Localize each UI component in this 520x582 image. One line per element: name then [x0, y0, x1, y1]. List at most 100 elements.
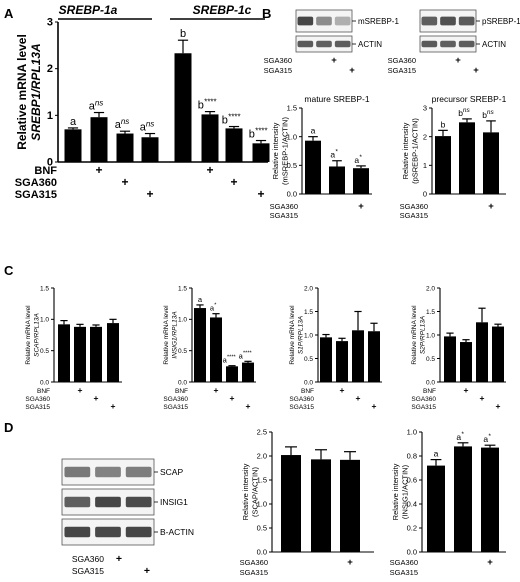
y-tick-label: 1: [423, 161, 427, 170]
significance-sup: ns: [95, 99, 103, 108]
y-tick-label: 0.5: [304, 356, 313, 363]
treatment-row-label: SGA315: [388, 66, 416, 75]
y-axis-label-line: Relative mRNA level: [289, 305, 296, 365]
y-tick-label: 2.5: [257, 428, 267, 437]
bar: [483, 132, 499, 194]
treatment-plus: +: [372, 401, 377, 411]
blot-band: [458, 16, 475, 26]
y-tick-label: 2: [47, 63, 53, 75]
treatment-row-label: SGA360: [163, 396, 188, 403]
blot-actin-right: ACTIN: [419, 35, 506, 53]
treatment-plus: +: [144, 565, 150, 577]
significance-label: a****: [239, 350, 253, 360]
y-tick-label: 0.5: [178, 348, 187, 355]
group-label: SREBP-1c: [193, 3, 252, 17]
treatment-plus: +: [473, 65, 479, 76]
y-tick-label: 2: [423, 132, 427, 141]
treatment-row-label: SGA315: [390, 568, 418, 577]
blot-treatments-d: SGA360 + SGA315 +: [72, 553, 150, 577]
y-axis-label-line: (INSIG1/ACTIN): [401, 464, 410, 519]
significance-letter: a: [330, 150, 335, 160]
y-axis-label: Relative mRNA levelSREBP1/RPL13A: [15, 34, 43, 150]
y-axis-label-line: Relative mRNA level: [25, 305, 32, 365]
treatment-plus: +: [488, 201, 494, 212]
y-axis-label-line: (SCAP/ACTIN): [251, 467, 260, 518]
y-axis-label-line: Relative intensity: [241, 463, 250, 520]
significance-sup: *: [488, 433, 491, 440]
bar: [352, 330, 364, 382]
blot-treatments-b-left: SGA360 + SGA315 +: [264, 55, 356, 76]
panel-label-b: B: [262, 6, 271, 21]
y-axis-label-line: INSIG1/RPL13A: [172, 311, 179, 358]
y-tick-label: 0.0: [287, 190, 297, 199]
treatment-row-label: SGA315: [163, 404, 188, 411]
treatment-row-label: SGA315: [15, 189, 57, 201]
significance-letter: a: [434, 449, 439, 459]
bar: [252, 143, 270, 162]
significance-letter: b: [441, 119, 446, 129]
significance-label: a*: [483, 433, 491, 444]
treatment-plus: +: [246, 401, 251, 411]
treatment-row-label: SGA315: [289, 404, 314, 411]
treatment-row-label: SGA360: [72, 554, 104, 564]
blot-band: [297, 40, 314, 48]
bar: [353, 168, 369, 194]
y-axis-label-line: (pSREBP-1/ACTIN): [411, 118, 420, 184]
bar: [242, 362, 254, 382]
panel-label-d: D: [4, 420, 13, 435]
blot-scap: SCAP: [61, 458, 183, 486]
blot-band: [316, 40, 332, 48]
treatment-row-label: SGA315: [25, 404, 50, 411]
bar: [281, 455, 301, 552]
blot-band: [95, 496, 121, 508]
band-label: pSREBP-1: [482, 17, 520, 26]
treatment-row-label: BNF: [175, 388, 188, 395]
significance-letter: a: [354, 155, 359, 165]
y-tick-label: 0.0: [178, 379, 187, 386]
treatment-plus: +: [94, 393, 99, 403]
bar: [329, 166, 345, 194]
treatment-row-label: BNF: [37, 388, 50, 395]
significance-label: a*: [210, 303, 217, 313]
y-axis-label: Relative mRNA level S1P/RPL13A: [289, 305, 305, 365]
y-tick-label: 1.5: [426, 309, 435, 316]
treatment-row-label: SGA360: [411, 396, 436, 403]
bar: [107, 323, 119, 382]
treatment-plus: +: [230, 175, 237, 189]
treatment-plus: +: [358, 201, 364, 212]
significance-label: ans: [89, 99, 104, 113]
blot-band: [297, 16, 314, 26]
significance-label: b****: [249, 127, 268, 141]
treatment-row-label: SGA360: [400, 202, 428, 211]
significance-sup: ns: [487, 109, 495, 116]
chart-title: precursor SREBP-1: [432, 94, 507, 104]
treatment-plus: +: [146, 187, 153, 201]
blot-psrebp1: pSREBP-1: [419, 9, 520, 33]
treatment-plus: +: [496, 401, 501, 411]
y-axis-label-line: SCAP/RPL13A: [34, 313, 41, 357]
y-tick-label: 0.5: [40, 348, 49, 355]
y-tick-label: 0.0: [426, 379, 435, 386]
y-tick-label: 1.5: [40, 285, 49, 292]
y-tick-label: 1.5: [257, 476, 267, 485]
significance-sup: ****: [204, 98, 217, 107]
significance-letter: a: [115, 119, 122, 131]
bar: [74, 326, 86, 382]
bar: [444, 336, 456, 382]
y-tick-label: 0.5: [287, 161, 297, 170]
y-tick-label: 2.0: [304, 285, 313, 292]
panel-label-a: A: [4, 6, 14, 21]
bar: [320, 337, 332, 382]
treatment-row-label: SGA315: [240, 568, 268, 577]
treatment-plus: +: [257, 187, 264, 201]
treatment-plus: +: [349, 65, 355, 76]
blot-insig1: INSIG1: [61, 488, 188, 516]
blot-band: [421, 16, 438, 26]
band-label: B-ACTIN: [160, 527, 194, 537]
treatment-plus: +: [480, 393, 485, 403]
y-axis-label-line: Relative intensity: [401, 122, 410, 179]
significance-letter: a: [89, 101, 96, 113]
treatment-row-label: SGA360: [15, 177, 57, 189]
treatment-plus: +: [455, 55, 461, 66]
